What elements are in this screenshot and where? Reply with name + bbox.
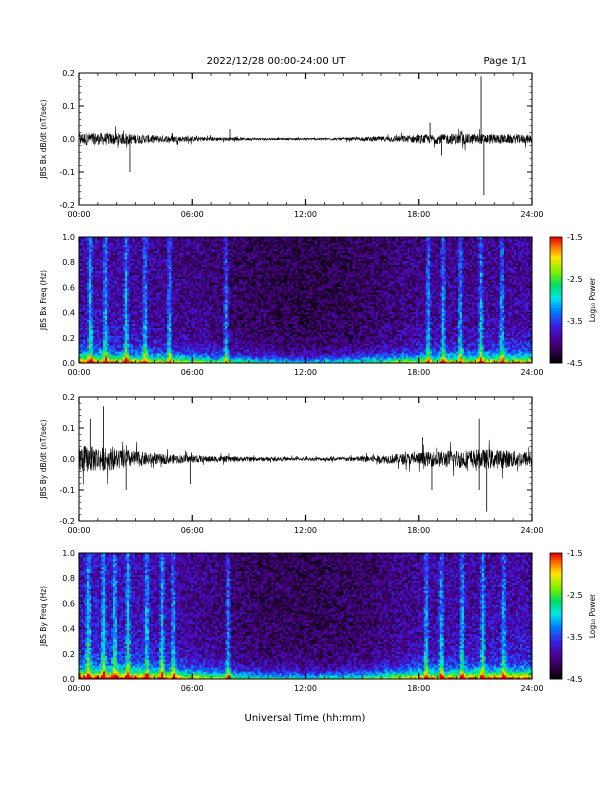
bx-dbdt-y-tick-label: 0.1 <box>62 102 75 111</box>
bx-dbdt-x-tick-label: 12:00 <box>294 210 317 219</box>
bx-spectrogram-image <box>79 237 532 363</box>
bx-dbdt-y-tick-label: 0.0 <box>62 135 75 144</box>
bx-dbdt-x-tick-label: 06:00 <box>181 210 204 219</box>
bx-dbdt-panel: 00:00 06:00 12:00 18:00 24:00 0.2 0.1 0.0 -0.1 -0… <box>39 69 544 219</box>
figure-title: 2022/12/28 00:00-24:00 UT <box>207 56 347 67</box>
bx-dbdt-ylabel: JBS Bx dB/dt (nT/sec) <box>39 99 48 179</box>
bx-dbdt-axes: 00:00 06:00 12:00 18:00 24:00 0.2 0.1 0.0 -0.1 -0… <box>59 69 543 219</box>
page-indicator: Page 1/1 <box>484 56 527 67</box>
bx-dbdt-y-tick-label: 0.2 <box>62 69 75 78</box>
bx-dbdt-series-line <box>79 126 532 151</box>
bx-spectrogram-panel: 00:00 06:00 12:00 18:00 24:001.00.80.60.40.2… <box>39 233 597 377</box>
bx-dbdt-y-tick-label: -0.1 <box>59 168 75 177</box>
bx-dbdt-y-tick-label: -0.2 <box>59 201 75 210</box>
bx-dbdt-x-tick-label: 18:00 <box>407 210 430 219</box>
bx-dbdt-trace <box>79 76 532 195</box>
bx-dbdt-x-tick-label: 24:00 <box>520 210 543 219</box>
bx-dbdt-x-tick-label: 00:00 <box>67 210 90 219</box>
